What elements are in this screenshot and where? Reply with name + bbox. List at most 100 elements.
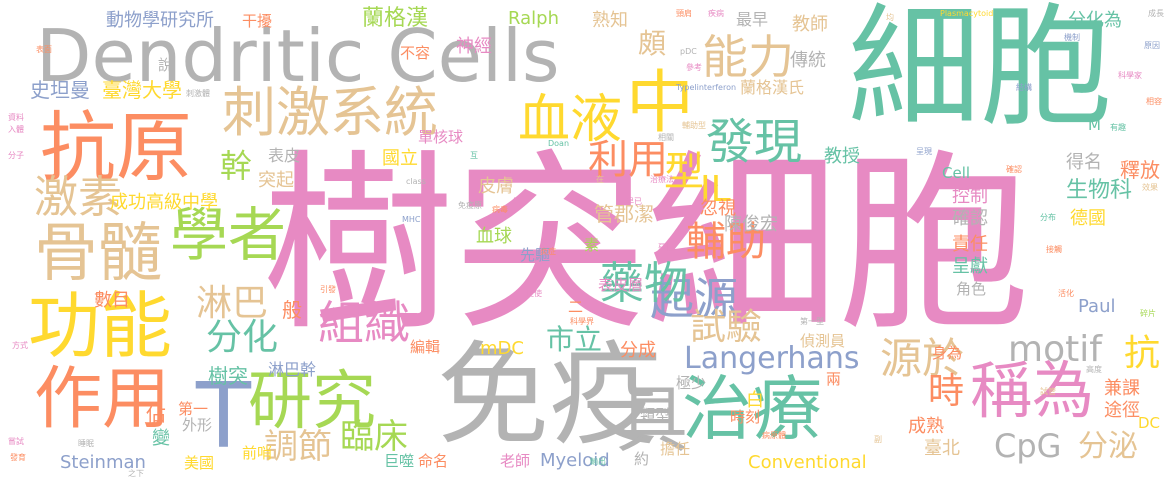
word-usa: 美國 (184, 454, 215, 472)
word-shape: 外形 (182, 416, 213, 434)
word-release: 釋放 (1120, 158, 1160, 182)
word-sentinel: 前哨 (242, 444, 273, 462)
word-municipal: 市立 (546, 323, 603, 356)
word-t-tiny17: 治療法 (650, 175, 674, 184)
word-protrusion: 突起 (258, 170, 294, 191)
word-category: 類型 (640, 406, 671, 424)
word-professor: 教授 (824, 146, 860, 167)
word-t-tiny20: 方式 (12, 341, 28, 350)
word-white: 白 (746, 390, 764, 411)
word-t-tiny44: 副 (874, 435, 882, 444)
word-t-tiny3: 成長 (1148, 9, 1164, 18)
word-conventional: Conventional (748, 452, 867, 473)
word-paul: Paul (1078, 296, 1116, 317)
word-element: 素 (584, 236, 600, 254)
word-il: IL (700, 169, 731, 210)
word-regulate: 調節 (264, 427, 332, 467)
word-type1ifn: Typelinterferon (676, 83, 737, 92)
word-macrophage: 巨噬 (384, 452, 415, 470)
word-t-tiny12: 分子 (8, 151, 24, 160)
word-t-tiny15: 相容 (1146, 97, 1162, 106)
word-pioneer: 先驅 (520, 246, 551, 264)
word-t-tiny38: 碎片 (1140, 309, 1156, 318)
word-t-tiny22: 輔助型 (682, 121, 706, 130)
word-t-tiny28: 呈現 (916, 147, 932, 156)
word-use: 利用 (588, 137, 668, 183)
word-t-tiny10: 資料 (8, 113, 24, 122)
word-named: 得名 (1066, 152, 1102, 173)
word-effect: 作用 (34, 360, 171, 439)
word-blood-cell: 血球 (476, 226, 512, 247)
word-t-tiny48: 在 (596, 175, 604, 184)
word-t-tiny29: 相關 (658, 133, 674, 142)
word-zoology: 動物學研究所 (106, 10, 214, 31)
word-occupy: 佔 (146, 402, 166, 426)
word-t-tiny8: 原因 (1144, 41, 1160, 50)
word-dendritic-cell-zh: 樹突細胞 (262, 134, 1030, 357)
word-t-tiny43: 高度 (1086, 365, 1102, 374)
word-origin-from: 源於 (880, 334, 965, 383)
word-t-tiny23: 病原體 (762, 431, 786, 440)
word-t-tiny6: 機制 (1064, 33, 1080, 42)
word-t-tiny21: 之下 (128, 469, 144, 478)
word-origin: 起源 (650, 274, 738, 325)
word-control: 控制 (952, 186, 988, 207)
word-ignore: 忽視 (700, 198, 736, 219)
word-steinman-zh: 史坦曼 (30, 78, 90, 102)
word-present: 呈獻 (952, 256, 988, 277)
word-t: T (196, 364, 251, 469)
word-t-tiny19: 發育 (10, 453, 26, 462)
word-pdc: pDC (680, 47, 697, 56)
word-ntu: 臺灣大學 (102, 78, 182, 102)
word-path: 途徑 (1104, 400, 1140, 421)
word-anti: 抗 (1124, 333, 1161, 374)
word-detector: 偵測員 (800, 332, 846, 350)
word-t-tiny42: 試管 (1040, 387, 1056, 396)
word-plasmacytoid: Plasmacytoid (940, 9, 994, 18)
word-t-tiny25: 炎症 (540, 247, 556, 256)
word-skin: 皮膚 (478, 176, 514, 197)
word-teacher: 教師 (792, 14, 828, 35)
word-epidermal-layer: 表皮層 (598, 276, 644, 294)
word-dendrite: 樹突 (208, 364, 248, 388)
word-t-tiny32: 促使 (526, 289, 542, 298)
word-edit: 編輯 (410, 338, 441, 356)
word-stim-system: 刺激系統 (222, 81, 438, 144)
word-t-tiny31: 免疫原 (458, 201, 482, 210)
word-have: 具 (616, 378, 689, 462)
word-cell-en: Cell (942, 164, 971, 182)
word-time: 時 (928, 371, 965, 412)
word-discover: 發現 (706, 114, 803, 170)
word-t-tiny26: 惡性 (658, 243, 674, 252)
word-t-tiny35: 輸出 (590, 457, 606, 466)
word-marrow: 骨髓 (34, 217, 162, 291)
word-not-allow: 不容 (400, 44, 431, 62)
word-t-tiny13: 刺激體 (186, 89, 210, 98)
word-national: 國立 (382, 148, 418, 169)
word-t-tiny30: 確認 (1006, 165, 1022, 174)
word-t-tiny27: 科學界 (570, 317, 594, 326)
word-duty: 責任 (952, 234, 988, 255)
word-known: 熟知 (592, 10, 628, 31)
word-differentiate-into: 分化為 (1068, 10, 1122, 31)
word-tissue: 組織 (318, 296, 410, 350)
word-drug: 藥物 (600, 258, 688, 309)
word-type: 型 (664, 149, 704, 195)
word-research: 研究 (248, 365, 376, 439)
word-two: 兩 (826, 370, 842, 388)
word-lymph: 淋巴 (196, 283, 269, 324)
word-called: 稱為 (970, 354, 1095, 427)
word-about: 約 (634, 450, 650, 468)
word-langerhan: 蘭格漢 (362, 6, 429, 31)
word-t-tiny5: 均 (886, 13, 894, 22)
word-role: 角色 (956, 280, 987, 298)
word-langerhans: Langerhans (684, 341, 860, 376)
word-interfere: 干擾 (242, 12, 273, 30)
word-ralph: Ralph (508, 8, 559, 29)
word-general: 般 (282, 298, 302, 322)
word-t-tiny45: 二 (568, 298, 584, 316)
word-taipei: 臺北 (924, 438, 960, 459)
word-say: 說 (158, 56, 174, 74)
word-confirm: 確認 (952, 208, 988, 229)
word-t-tiny24: 第一型 (800, 317, 824, 326)
